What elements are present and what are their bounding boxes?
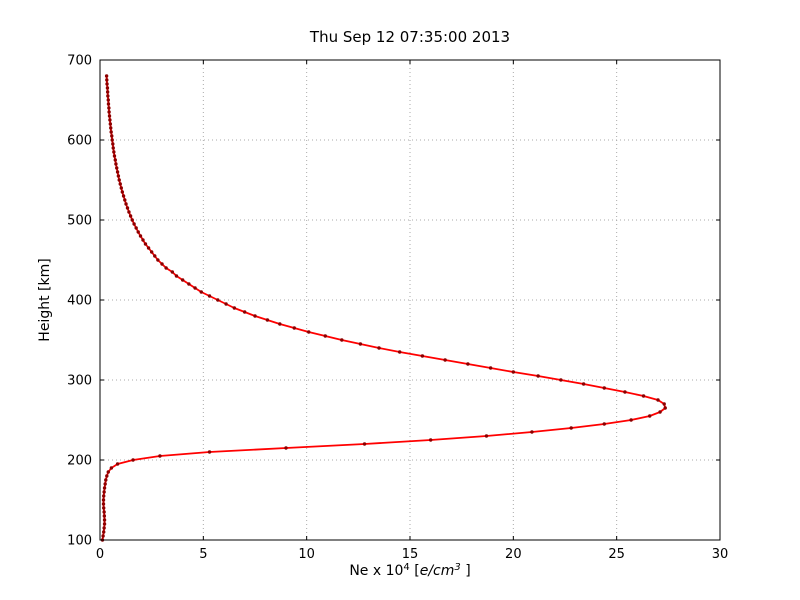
svg-text:200: 200: [67, 454, 92, 469]
svg-text:0: 0: [96, 547, 104, 562]
svg-text:15: 15: [402, 547, 419, 562]
svg-text:30: 30: [712, 547, 729, 562]
xlabel-close-bracket: ]: [460, 563, 471, 579]
xlabel-open-bracket: [: [409, 563, 420, 579]
svg-text:700: 700: [67, 54, 92, 69]
svg-text:300: 300: [67, 374, 92, 389]
svg-text:400: 400: [67, 294, 92, 309]
chart-title: Thu Sep 12 07:35:00 2013: [309, 28, 511, 46]
xlabel-unit: e/cm: [419, 563, 455, 579]
svg-text:600: 600: [67, 134, 92, 149]
svg-text:500: 500: [67, 214, 92, 229]
x-axis-label: Ne x 104 [e/cm3 ]: [100, 562, 720, 579]
y-axis-label: Height [km]: [37, 258, 53, 342]
svg-text:10: 10: [298, 547, 315, 562]
xlabel-unit-exponent: 3: [454, 562, 461, 573]
xlabel-prefix: Ne x 10: [349, 563, 404, 579]
svg-text:100: 100: [67, 534, 92, 549]
svg-text:25: 25: [608, 547, 625, 562]
xlabel-exponent: 4: [403, 562, 410, 573]
svg-text:5: 5: [199, 547, 207, 562]
svg-text:20: 20: [505, 547, 522, 562]
